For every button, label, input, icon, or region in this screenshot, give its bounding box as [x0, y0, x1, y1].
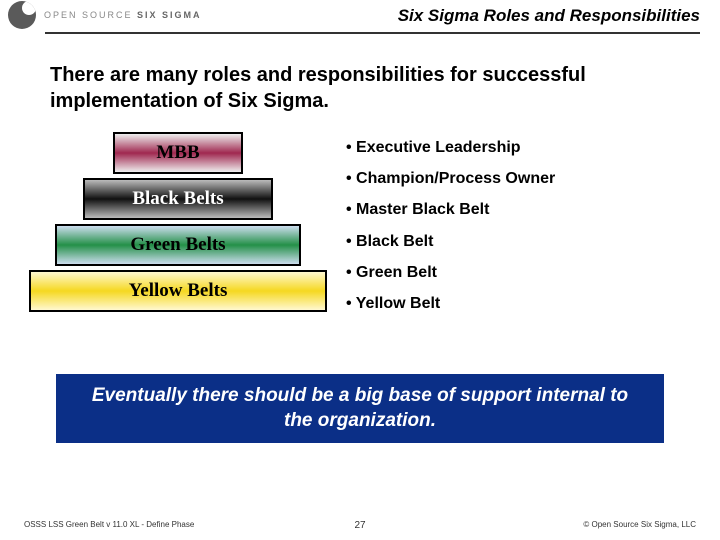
page-title: Six Sigma Roles and Responsibilities: [398, 6, 700, 26]
role-bullet-2: Master Black Belt: [346, 194, 555, 225]
pyramid: MBBBlack BeltsGreen BeltsYellow Belts: [28, 128, 328, 338]
header-divider: [45, 32, 700, 34]
pyramid-tier-1: Black Belts: [83, 178, 273, 220]
footer-left: OSSS LSS Green Belt v 11.0 XL - Define P…: [24, 520, 194, 529]
role-bullet-1: Champion/Process Owner: [346, 163, 555, 194]
intro-text: There are many roles and responsibilitie…: [50, 62, 670, 114]
logo-text: OPEN SOURCE SIX SIGMA: [44, 10, 202, 20]
logo-text-bold: SIX SIGMA: [137, 10, 202, 20]
role-bullet-4: Green Belt: [346, 257, 555, 288]
page-number: 27: [354, 520, 365, 531]
role-bullet-0: Executive Leadership: [346, 132, 555, 163]
logo-circle-icon: [8, 1, 36, 29]
pyramid-tier-3: Yellow Belts: [29, 270, 327, 312]
pyramid-tier-2: Green Belts: [55, 224, 301, 266]
footer-right: © Open Source Six Sigma, LLC: [583, 520, 696, 529]
content-area: MBBBlack BeltsGreen BeltsYellow Belts Ex…: [0, 128, 720, 338]
footer-callout: Eventually there should be a big base of…: [56, 374, 664, 443]
pyramid-tier-0: MBB: [113, 132, 243, 174]
logo-text-prefix: OPEN SOURCE: [44, 10, 137, 20]
role-bullet-3: Black Belt: [346, 226, 555, 257]
slide-header: OPEN SOURCE SIX SIGMA Six Sigma Roles an…: [0, 0, 720, 30]
role-bullet-list: Executive LeadershipChampion/Process Own…: [346, 132, 555, 338]
role-bullet-5: Yellow Belt: [346, 288, 555, 319]
